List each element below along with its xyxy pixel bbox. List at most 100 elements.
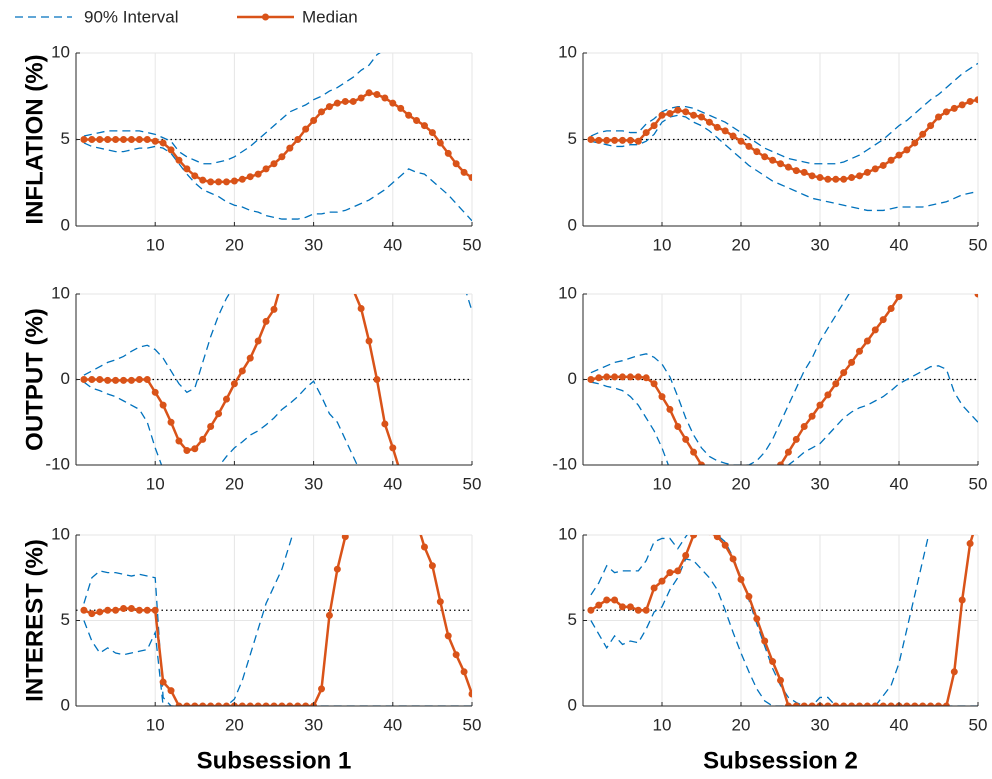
median-marker bbox=[935, 113, 942, 121]
median-marker bbox=[784, 702, 792, 706]
median-marker bbox=[666, 405, 674, 413]
median-marker bbox=[199, 435, 207, 443]
median-marker bbox=[262, 317, 270, 325]
median-marker bbox=[191, 445, 199, 453]
median-marker bbox=[887, 156, 895, 164]
median-marker bbox=[349, 97, 357, 105]
median-marker bbox=[698, 113, 705, 121]
median-marker bbox=[800, 168, 808, 176]
median-marker bbox=[911, 139, 919, 147]
median-marker bbox=[721, 127, 729, 135]
median-marker bbox=[88, 136, 96, 143]
median-marker bbox=[318, 108, 326, 116]
median-marker bbox=[912, 274, 918, 280]
median-marker bbox=[816, 174, 824, 182]
x-axis-label: Subsession 2 bbox=[703, 747, 858, 774]
median-marker bbox=[928, 257, 934, 263]
interval-line bbox=[83, 535, 294, 706]
median-marker bbox=[587, 376, 595, 383]
median-marker bbox=[871, 165, 879, 173]
median-marker bbox=[879, 316, 887, 324]
median-marker bbox=[848, 358, 856, 366]
median-marker bbox=[350, 287, 356, 293]
x-tick-label: 30 bbox=[811, 715, 830, 734]
median-marker bbox=[824, 175, 832, 183]
median-marker bbox=[753, 615, 761, 623]
median-marker bbox=[611, 596, 619, 604]
median-marker bbox=[975, 515, 981, 521]
y-tick-label: 10 bbox=[558, 42, 577, 61]
x-tick-label: 10 bbox=[146, 715, 165, 734]
median-marker bbox=[904, 282, 910, 288]
median-marker bbox=[96, 376, 104, 383]
median-marker bbox=[80, 136, 88, 143]
median-marker bbox=[920, 265, 926, 271]
median-marker bbox=[373, 376, 381, 383]
median-marker bbox=[460, 668, 468, 676]
median-marker bbox=[444, 149, 452, 157]
median-marker bbox=[808, 412, 816, 420]
interval-line bbox=[83, 620, 472, 706]
median-marker bbox=[199, 176, 207, 184]
median-marker bbox=[958, 596, 966, 604]
median-marker bbox=[183, 165, 191, 173]
median-marker bbox=[887, 305, 895, 313]
median-marker bbox=[777, 160, 784, 168]
median-marker bbox=[96, 136, 104, 143]
x-tick-label: 50 bbox=[463, 715, 482, 734]
median-marker bbox=[230, 177, 238, 185]
median-marker bbox=[974, 96, 978, 104]
median-marker bbox=[405, 111, 413, 119]
panel: 10 20 30 40 50 0 5 10 bbox=[558, 42, 987, 254]
y-tick-label: 0 bbox=[61, 369, 70, 388]
median-marker bbox=[279, 278, 285, 284]
median-marker bbox=[658, 577, 666, 585]
median-marker bbox=[737, 575, 745, 583]
median-marker bbox=[705, 118, 713, 126]
median-marker bbox=[863, 702, 871, 706]
median-marker bbox=[365, 89, 373, 97]
x-tick-label: 50 bbox=[463, 235, 482, 254]
median-marker bbox=[215, 702, 223, 706]
median-marker bbox=[143, 376, 151, 383]
median-marker bbox=[96, 608, 104, 616]
median-marker bbox=[903, 702, 911, 706]
median-marker bbox=[80, 606, 88, 614]
y-tick-label: 5 bbox=[61, 129, 70, 148]
median-marker bbox=[856, 172, 863, 180]
median-marker bbox=[911, 702, 919, 706]
median-marker bbox=[729, 555, 737, 563]
median-marker bbox=[230, 380, 238, 388]
median-marker bbox=[366, 447, 372, 453]
x-tick-label: 20 bbox=[732, 235, 751, 254]
panel: 10 20 30 40 50 -10 0 10 bbox=[552, 257, 987, 493]
median-marker bbox=[342, 282, 348, 288]
y-tick-label: 5 bbox=[61, 610, 70, 629]
median-marker bbox=[333, 99, 341, 107]
median-marker bbox=[373, 91, 381, 99]
median-marker bbox=[469, 513, 475, 519]
y-axis-label: INTEREST (%) bbox=[21, 539, 48, 702]
median-marker bbox=[286, 144, 294, 152]
median-marker bbox=[428, 562, 436, 570]
y-tick-label: 0 bbox=[568, 369, 577, 388]
median-marker bbox=[919, 130, 927, 138]
median-marker bbox=[294, 702, 302, 706]
x-tick-label: 20 bbox=[225, 474, 244, 493]
median-marker bbox=[895, 151, 903, 159]
plot-area bbox=[587, 62, 978, 212]
median-marker bbox=[745, 593, 753, 601]
median-marker bbox=[381, 420, 389, 428]
median-marker bbox=[800, 702, 808, 706]
median-marker bbox=[950, 104, 958, 112]
median-marker bbox=[935, 702, 942, 706]
median-marker bbox=[167, 146, 175, 154]
median-marker bbox=[848, 702, 856, 706]
x-tick-label: 10 bbox=[146, 474, 165, 493]
median-marker bbox=[958, 101, 966, 109]
median-marker bbox=[650, 584, 658, 592]
median-marker bbox=[159, 401, 167, 409]
y-tick-label: 0 bbox=[61, 215, 70, 234]
y-tick-label: 10 bbox=[51, 283, 70, 302]
